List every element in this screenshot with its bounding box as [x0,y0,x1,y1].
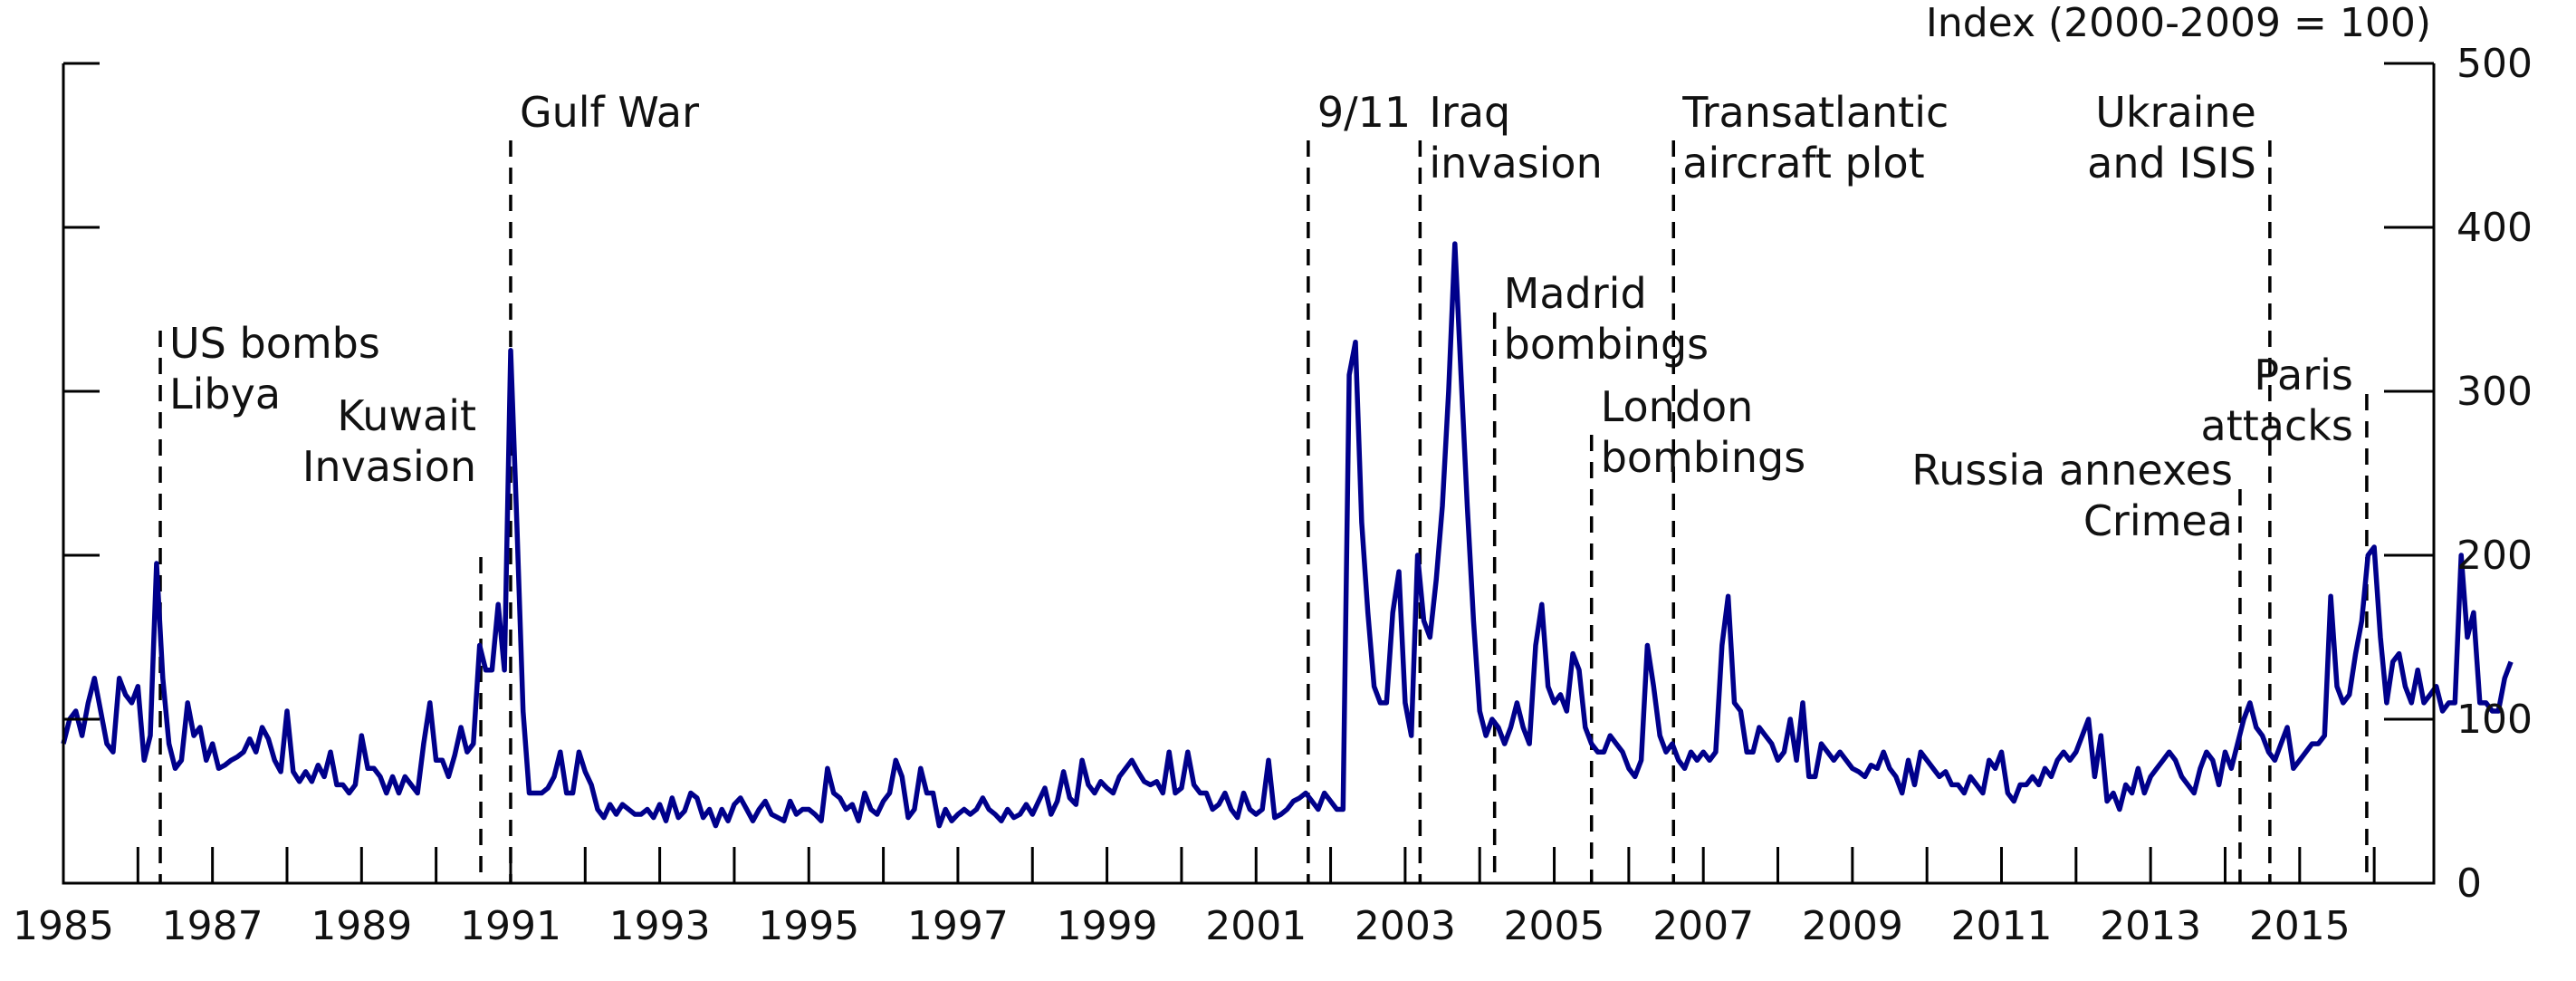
y-axis-title: Index (2000-2009 = 100) [1926,0,2431,46]
series-line-0 [61,241,2514,829]
y-ticks-group: 0 100 200 300 400 500 [63,41,2533,907]
event-label: Invasion [302,442,476,491]
event-label: Kuwait [337,391,476,440]
x-tick-label: 2015 [2249,903,2351,949]
x-ticks-group: 1985 1987 1989 1991 1993 1995 1997 1999 2001 2003… [13,847,2376,949]
x-tick-label: 2013 [2100,903,2201,949]
x-tick-label: 1997 [907,903,1009,949]
event-label: Libya [169,370,281,418]
y-tick-label: 400 [2456,205,2533,251]
event-label: London [1601,382,1754,431]
x-tick-label: 1999 [1057,903,1158,949]
event-lines-group [158,140,2369,883]
event-label: Ukraine [2095,88,2256,137]
event-label: 9/11 [1317,88,1411,137]
event-label: bombings [1504,320,1709,369]
event-label: Gulf War [520,88,699,137]
x-tick-label: 2005 [1504,903,1605,949]
event-label: Madrid [1504,269,1647,318]
event-label: bombings [1601,433,1805,482]
y-tick-label: 500 [2456,41,2533,87]
event-label: Russia annexes [1911,446,2233,495]
y-tick-label: 300 [2456,369,2533,415]
x-tick-label: 1989 [311,903,412,949]
x-tick-label: 2011 [1951,903,2053,949]
x-tick-label: 1991 [460,903,561,949]
event-label: and ISIS [2087,139,2256,188]
axis-frame [62,63,2436,885]
event-label: Iraq [1429,88,1510,137]
y-tick-label: 100 [2456,697,2533,743]
event-label: invasion [1429,139,1602,188]
x-tick-label: 1985 [13,903,114,949]
event-label: aircraft plot [1682,139,1924,188]
x-tick-label: 1995 [758,903,859,949]
y-tick-label: 200 [2456,533,2533,579]
x-tick-label: 2001 [1205,903,1307,949]
event-label: US bombs [169,319,380,368]
y-tick-label: 0 [2456,861,2482,907]
event-label: Crimea [2083,496,2233,545]
x-tick-label: 2003 [1355,903,1456,949]
x-tick-label: 1987 [162,903,263,949]
event-label: Transatlantic [1681,88,1949,137]
x-tick-label: 2009 [1802,903,1903,949]
x-tick-label: 1993 [609,903,711,949]
event-label: attacks [2201,401,2353,450]
series-group [61,241,2514,829]
event-label: Paris [2254,351,2353,399]
x-tick-label: 2007 [1652,903,1754,949]
